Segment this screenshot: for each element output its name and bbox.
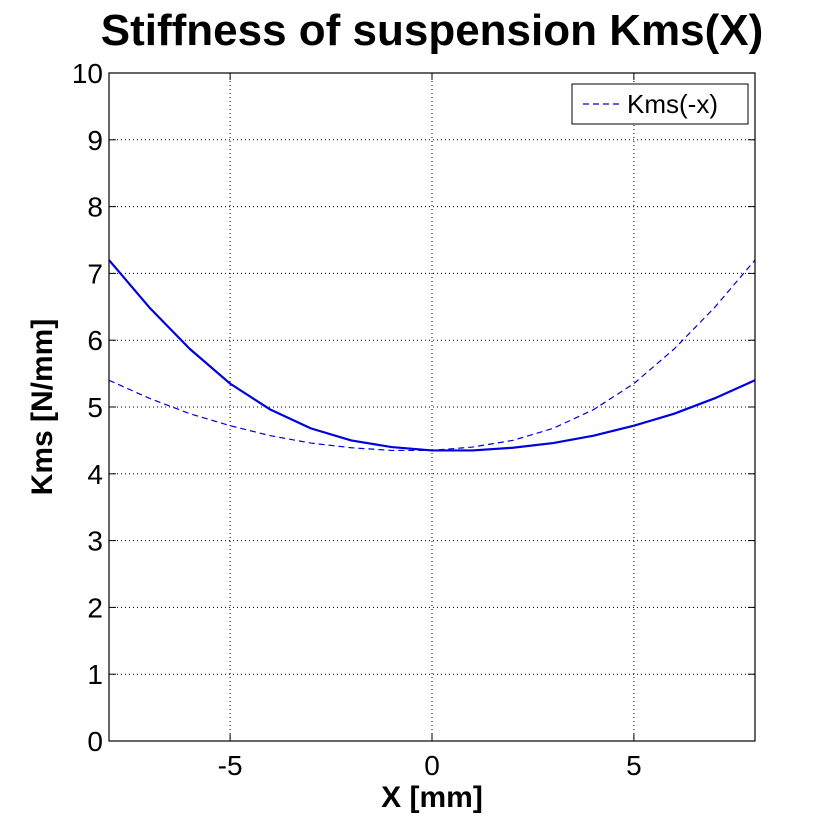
y-tick-label: 2 (87, 592, 103, 623)
y-tick-label: 6 (87, 325, 103, 356)
x-axis-label: X [mm] (381, 781, 483, 814)
plot-frame (108, 72, 756, 742)
y-axis-label: Kms [N/mm] (26, 319, 59, 496)
series-lines (108, 259, 756, 452)
legend-label: Kms(-x) (627, 89, 718, 119)
y-tick-label: 9 (87, 125, 103, 156)
y-tick-label: 8 (87, 192, 103, 223)
y-tick-label: 4 (87, 459, 103, 490)
y-tick-label: 7 (87, 258, 103, 289)
y-tick-label: 0 (87, 726, 103, 757)
y-tick-label: 5 (87, 392, 103, 423)
x-tick-label: 0 (424, 750, 440, 781)
chart-title: Stiffness of suspension Kms(X) (101, 6, 764, 55)
grid-lines (109, 73, 755, 741)
y-tick-label: 1 (87, 659, 103, 690)
legend-box (571, 83, 749, 125)
series-line-kms-neg-x (108, 259, 756, 452)
y-tick-label: 10 (72, 58, 103, 89)
x-tick-label: -5 (218, 750, 243, 781)
y-tick-label: 3 (87, 526, 103, 557)
legend: Kms(-x) (571, 83, 749, 125)
x-tick-label: 5 (626, 750, 642, 781)
tick-labels: -5 0 5 0 1 2 3 4 5 6 7 8 9 10 (72, 58, 755, 781)
